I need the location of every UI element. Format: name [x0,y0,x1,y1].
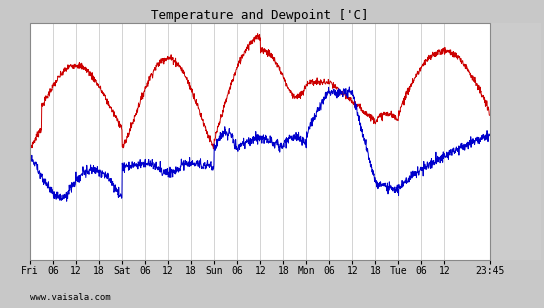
Text: www.vaisala.com: www.vaisala.com [30,293,110,302]
Title: Temperature and Dewpoint ['C]: Temperature and Dewpoint ['C] [151,9,368,22]
